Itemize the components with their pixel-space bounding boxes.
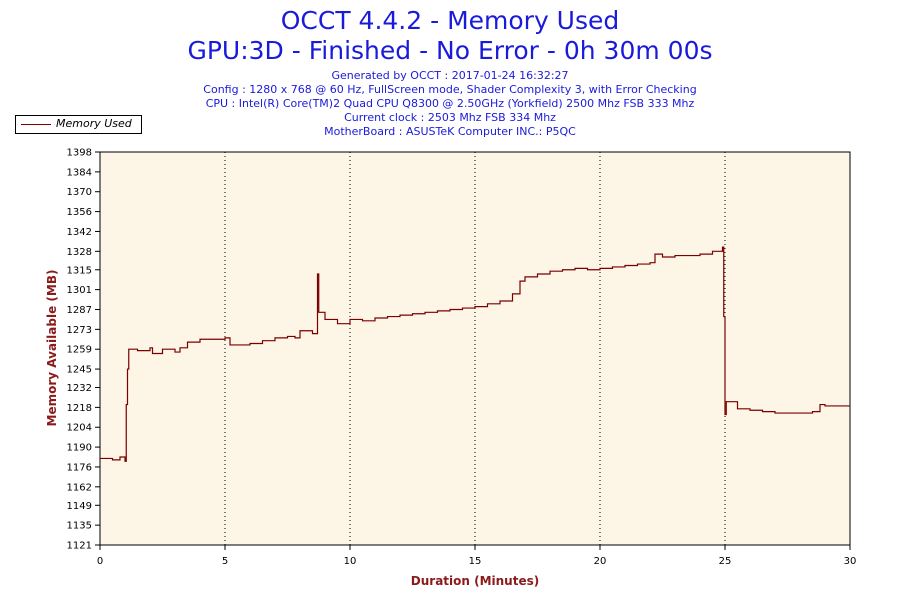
chart-info: Generated by OCCT : 2017-01-24 16:32:27 … <box>0 69 900 139</box>
y-tick-label: 1218 <box>67 403 92 414</box>
y-tick-label: 1245 <box>67 365 92 376</box>
x-tick-label: 5 <box>222 556 228 567</box>
y-tick-label: 1190 <box>67 443 92 454</box>
y-tick-label: 1356 <box>67 207 92 218</box>
legend-swatch <box>21 124 51 125</box>
y-tick-label: 1342 <box>67 227 92 238</box>
y-tick-label: 1121 <box>67 541 92 552</box>
info-generated: Generated by OCCT : 2017-01-24 16:32:27 <box>331 69 569 82</box>
info-cpu: CPU : Intel(R) Core(TM)2 Quad CPU Q8300 … <box>205 97 695 110</box>
x-ticks: 0 5 10 15 20 25 30 <box>97 545 857 567</box>
y-tick-label: 1315 <box>67 265 92 276</box>
y-tick-label: 1328 <box>67 247 92 258</box>
y-tick-label: 1301 <box>67 285 92 296</box>
y-tick-label: 1176 <box>67 462 92 473</box>
y-tick-label: 1204 <box>67 423 92 434</box>
y-ticks: 1121 1135 1149 1162 1176 1190 1204 1218 1232 1245… <box>67 148 100 552</box>
series-line-memory-used <box>100 246 850 462</box>
chart-subtitle: GPU:3D - Finished - No Error - 0h 30m 00… <box>187 36 713 65</box>
legend: Memory Used <box>15 115 142 134</box>
info-clock: Current clock : 2503 Mhz FSB 334 Mhz <box>344 111 556 124</box>
y-tick-label: 1162 <box>67 482 92 493</box>
x-tick-label: 0 <box>97 556 103 567</box>
y-tick-label: 1259 <box>67 345 92 356</box>
y-tick-label: 1273 <box>67 325 92 336</box>
y-tick-label: 1149 <box>67 501 92 512</box>
legend-label: Memory Used <box>56 117 132 130</box>
y-tick-label: 1398 <box>67 148 92 159</box>
x-tick-label: 25 <box>719 556 732 567</box>
y-tick-label: 1232 <box>67 383 92 394</box>
y-tick-label: 1287 <box>67 305 92 316</box>
y-axis-label: Memory Available (MB) <box>45 270 59 427</box>
x-tick-label: 30 <box>844 556 857 567</box>
info-config: Config : 1280 x 768 @ 60 Hz, FullScreen … <box>203 83 697 96</box>
chart-title: OCCT 4.4.2 - Memory Used <box>280 6 620 35</box>
x-tick-label: 20 <box>594 556 607 567</box>
info-motherboard: MotherBoard : ASUSTeK Computer INC.: P5Q… <box>324 125 576 138</box>
y-tick-label: 1135 <box>67 521 92 532</box>
y-tick-label: 1384 <box>67 167 92 178</box>
x-tick-label: 10 <box>344 556 357 567</box>
y-tick-label: 1370 <box>67 187 92 198</box>
x-axis-label: Duration (Minutes) <box>411 574 539 588</box>
x-tick-label: 15 <box>469 556 482 567</box>
